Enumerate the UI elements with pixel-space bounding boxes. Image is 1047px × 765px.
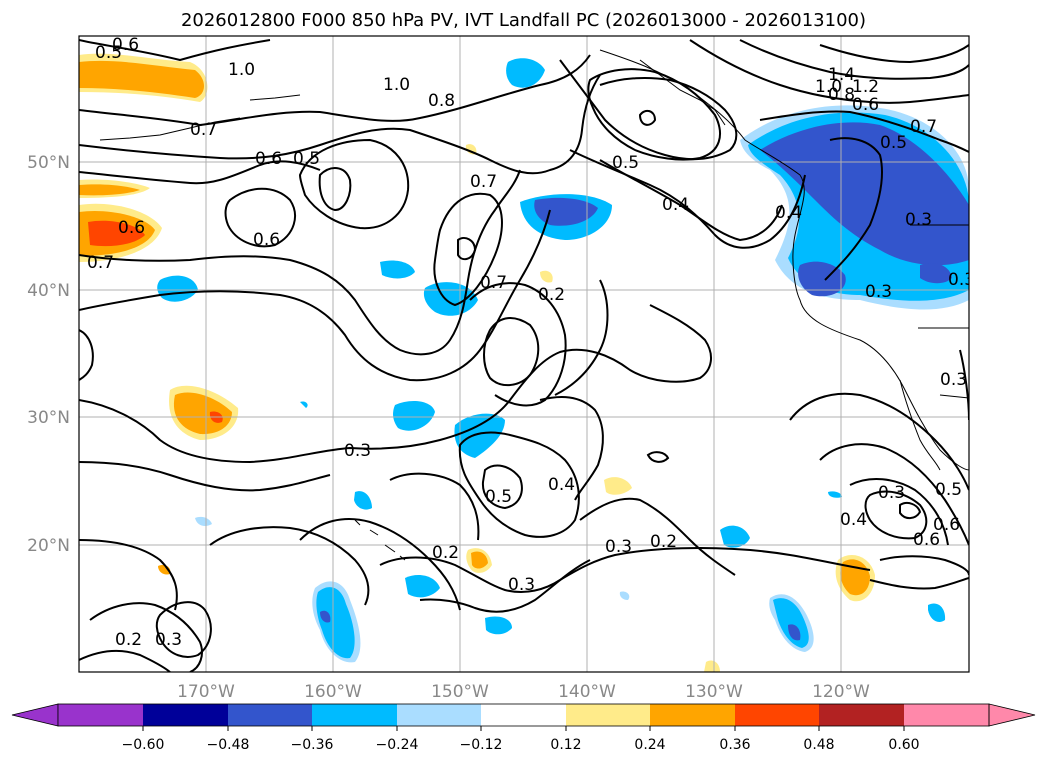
- colorbar-tick-label: 0.12: [550, 737, 581, 753]
- colorbar-extend-low: [11, 703, 59, 727]
- colorbar-tick-label: −0.48: [207, 737, 250, 753]
- lat-tick-label: 30°N: [27, 408, 70, 428]
- colorbar-swatch: [904, 704, 989, 726]
- colorbar-swatch: [819, 704, 904, 726]
- colorbar-swatch: [228, 704, 312, 726]
- contour-label: 0.6: [118, 218, 145, 238]
- colorbar-outline: [57, 703, 990, 727]
- contour-label: 0.3: [865, 282, 892, 302]
- contour-label: 0.8: [428, 91, 455, 111]
- colorbar-tick-label: 0.48: [803, 737, 834, 753]
- contour-label: 1.0: [815, 77, 842, 97]
- contour-label: 0.4: [775, 203, 802, 223]
- lon-tick-label: 160°W: [304, 682, 362, 702]
- contour-label: 0.3: [508, 575, 535, 595]
- contour-label: 0.2: [432, 543, 459, 563]
- contour-label: 0.6: [913, 530, 940, 550]
- contour-label: 0.4: [662, 195, 689, 215]
- contour-label: 0.5: [95, 43, 122, 63]
- colorbar-swatch: [735, 704, 819, 726]
- colorbar-swatch: [58, 704, 143, 726]
- colorbar: −0.60 −0.48 −0.36 −0.24 −0.12 0.12 0.24 …: [11, 703, 1036, 753]
- colorbar-swatch: [397, 704, 481, 726]
- lon-tick-label: 130°W: [685, 682, 743, 702]
- contour-label: 0.3: [905, 210, 932, 230]
- lon-tick-label: 140°W: [558, 682, 616, 702]
- contour-label: 1.0: [383, 75, 410, 95]
- colorbar-swatch: [650, 704, 735, 726]
- contour-label: 0.7: [910, 117, 937, 137]
- contour-label: 0.8: [828, 85, 855, 105]
- colorbar-tick-labels: −0.60 −0.48 −0.36 −0.24 −0.12 0.12 0.24 …: [122, 737, 920, 753]
- contour-label: 0.4: [548, 475, 575, 495]
- contour-label: 0.7: [87, 253, 114, 273]
- contour-label: 0.2: [650, 532, 677, 552]
- contour-label: 0.5: [880, 133, 907, 153]
- contour-label: 0.5: [612, 153, 639, 173]
- colorbar-swatch: [143, 704, 228, 726]
- lat-tick-labels: 50°N 40°N 30°N 20°N: [27, 153, 70, 556]
- colorbar-extend-high: [988, 703, 1036, 727]
- contour-label: 0.3: [344, 441, 371, 461]
- contour-label: 0.6: [112, 35, 139, 55]
- colorbar-swatch: [481, 704, 566, 726]
- contour-label: 0.5: [293, 149, 320, 169]
- contour-label: 1.0: [228, 60, 255, 80]
- contour-label: 0.7: [190, 120, 217, 140]
- negative-shading: [157, 58, 969, 663]
- lat-tick-label: 50°N: [27, 153, 70, 173]
- lat-tick-label: 40°N: [27, 281, 70, 301]
- contour-label: 1.4: [828, 65, 855, 85]
- contour-label: 0.7: [470, 172, 497, 192]
- contour-label: 0.7: [480, 273, 507, 293]
- contour-label: 0.5: [485, 487, 512, 507]
- lat-tick-label: 20°N: [27, 536, 70, 556]
- contour-label: 0.6: [933, 515, 960, 535]
- contour-label: 0.3: [605, 537, 632, 557]
- contour-label: 0.2: [538, 285, 565, 305]
- colorbar-tick-label: 0.36: [719, 737, 750, 753]
- lon-tick-labels: 170°W 160°W 150°W 140°W 130°W 120°W: [177, 682, 870, 702]
- contour-label: 0.2: [115, 630, 142, 650]
- contour-labels: 0.5 0.6 1.0 1.0 0.8 0.7 0.6 0.5 0.6 0.6 …: [87, 35, 975, 650]
- contour-label: 1.2: [852, 77, 879, 97]
- colorbar-tick-label: 0.60: [888, 737, 919, 753]
- contour-label: 0.4: [840, 510, 867, 530]
- contour-label: 0.3: [940, 370, 967, 390]
- colorbar-swatch: [566, 704, 650, 726]
- contour-label: 0.3: [878, 483, 905, 503]
- colorbar-tick-label: −0.12: [460, 737, 503, 753]
- colorbar-tick-label: −0.24: [376, 737, 419, 753]
- lon-tick-label: 150°W: [431, 682, 489, 702]
- map-content: 0.5 0.6 1.0 1.0 0.8 0.7 0.6 0.5 0.6 0.6 …: [79, 35, 975, 672]
- contour-label: 0.6: [255, 149, 282, 169]
- colorbar-tick-label: 0.24: [634, 737, 665, 753]
- contour-label: 0.3: [155, 630, 182, 650]
- contour-label: 0.5: [935, 480, 962, 500]
- colorbar-ticks: [142, 726, 905, 731]
- colorbar-tick-label: −0.60: [122, 737, 165, 753]
- contour-label: 0.3: [948, 270, 975, 290]
- contour-label: 0.6: [253, 230, 280, 250]
- colorbar-tick-label: −0.36: [291, 737, 334, 753]
- lon-tick-label: 170°W: [177, 682, 235, 702]
- contour-label: 0.6: [852, 95, 879, 115]
- lon-tick-label: 120°W: [812, 682, 870, 702]
- map-frame: [78, 35, 970, 673]
- map-title: 2026012800 F000 850 hPa PV, IVT Landfall…: [180, 10, 867, 31]
- colorbar-swatch: [312, 704, 397, 726]
